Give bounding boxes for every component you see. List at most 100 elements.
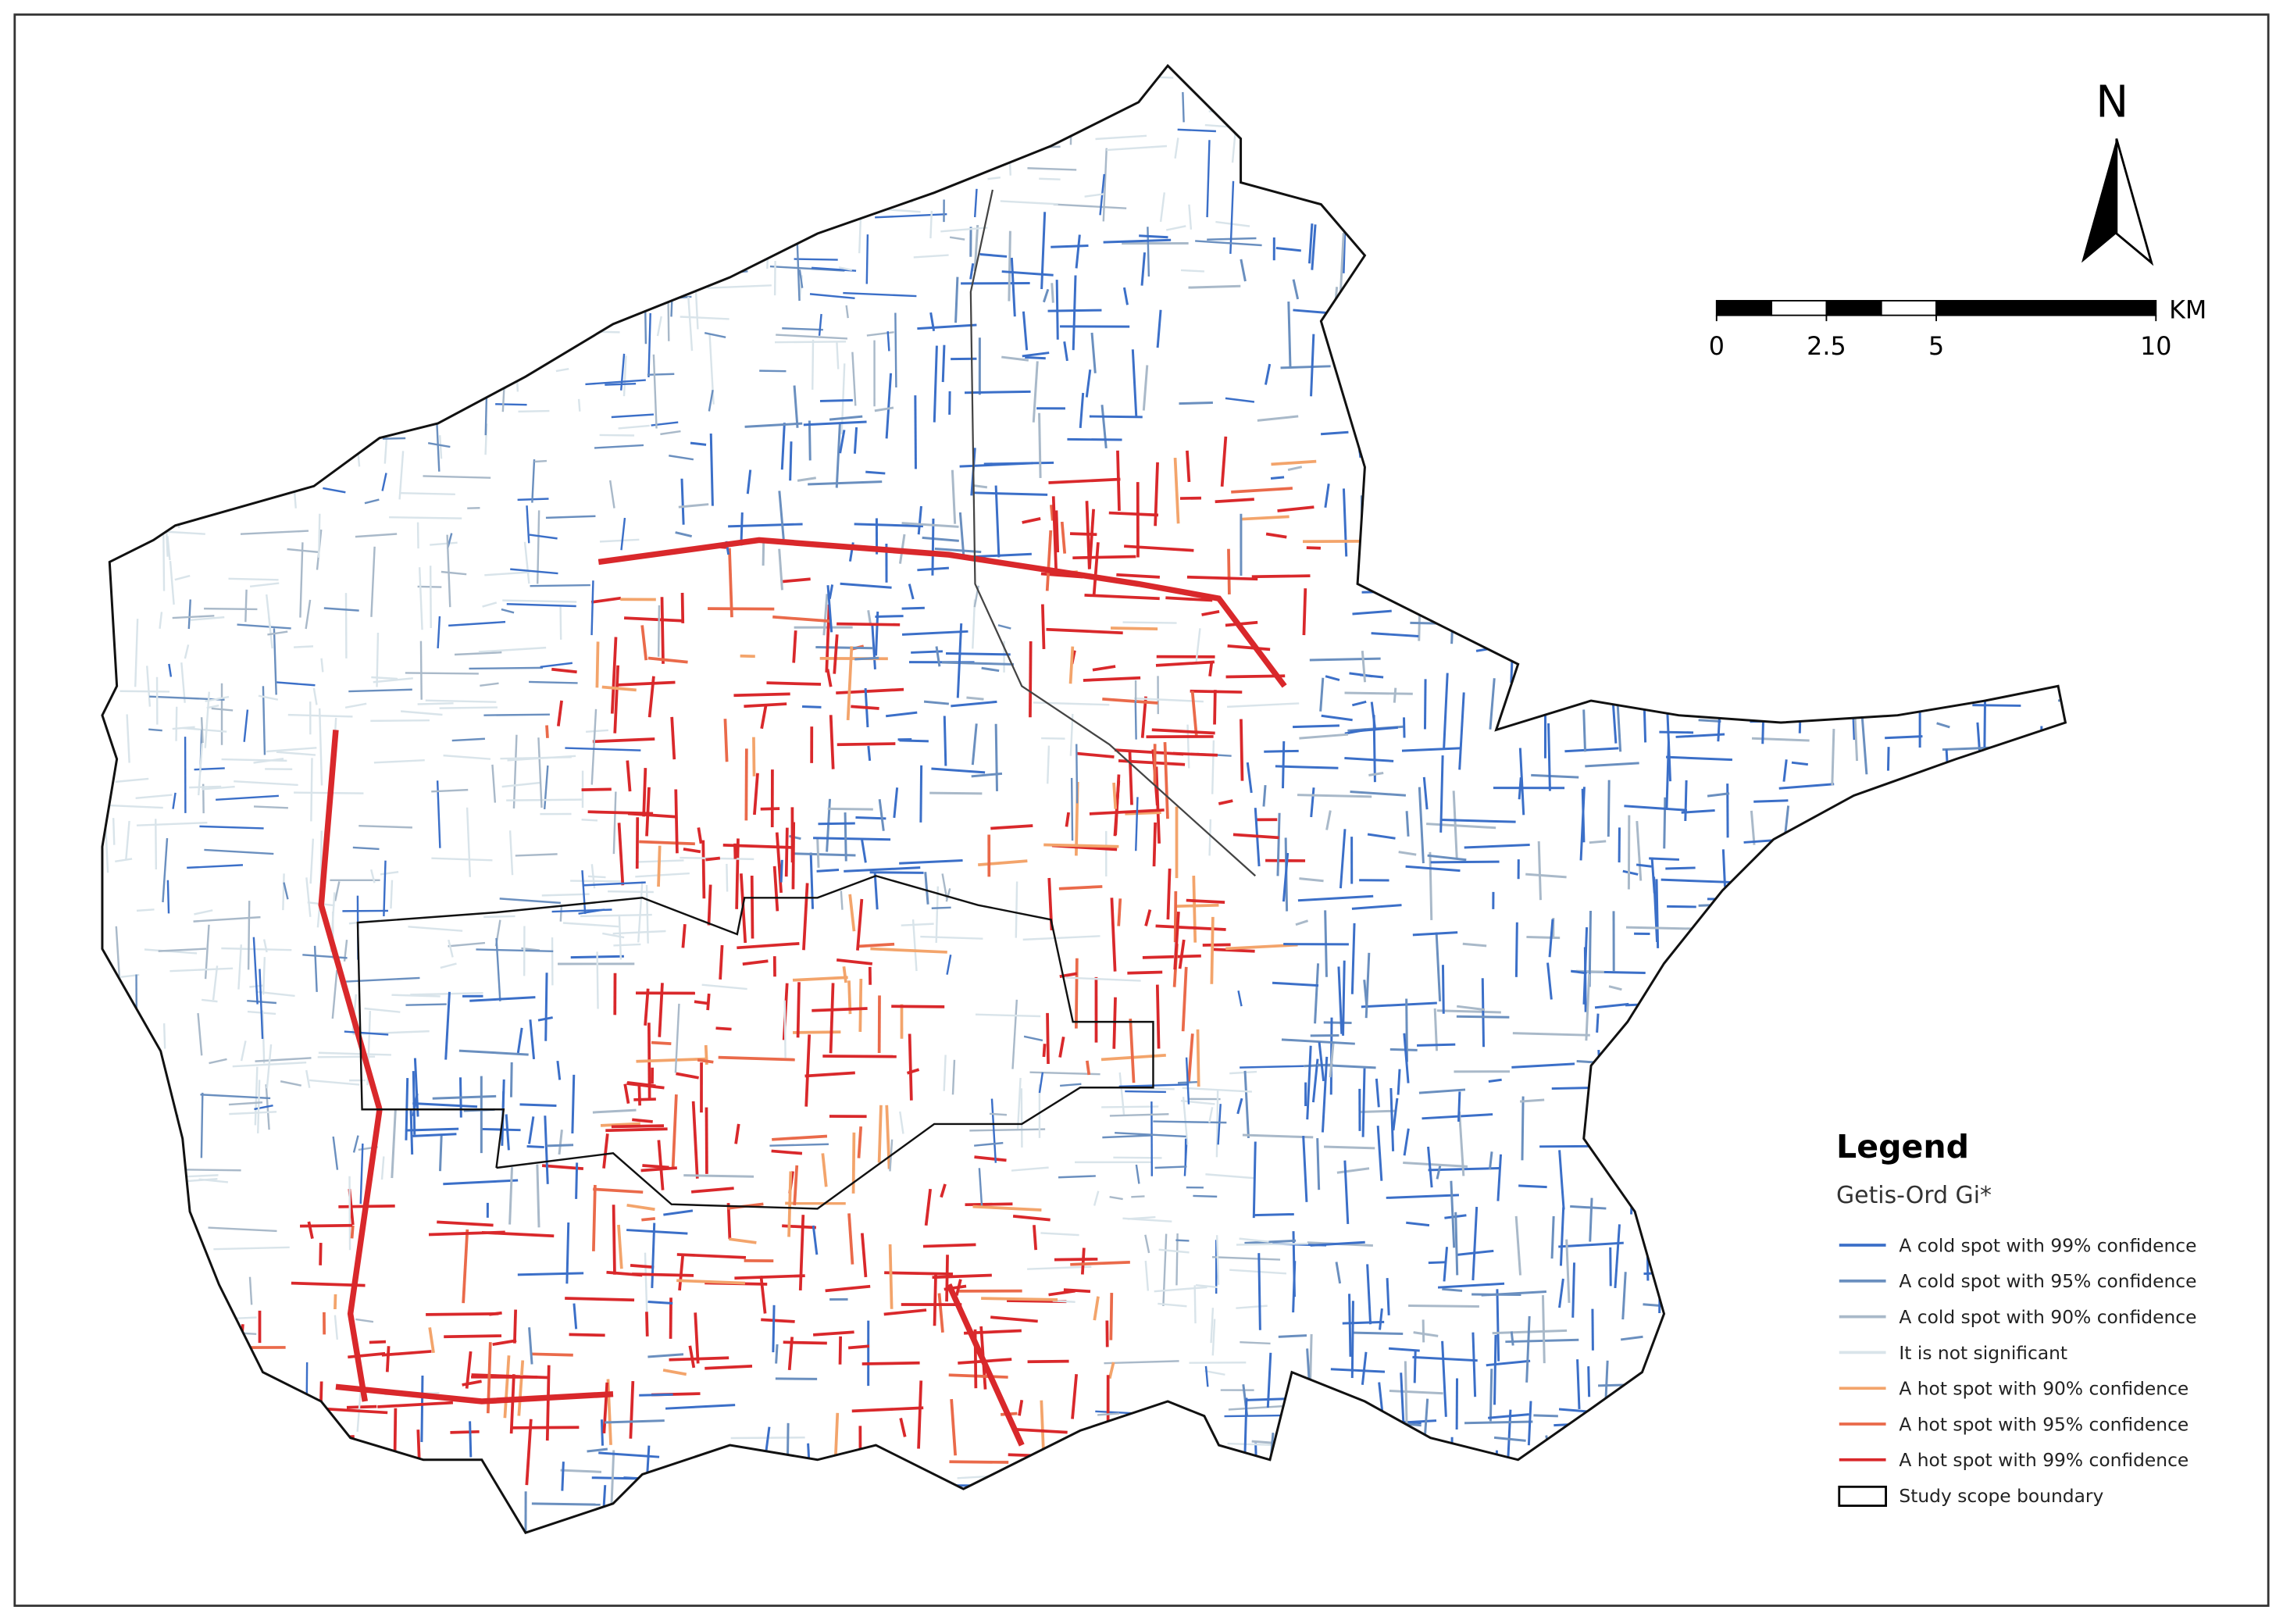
road (874, 406, 894, 412)
road (812, 1007, 868, 1012)
road (352, 846, 380, 851)
road (1046, 627, 1123, 635)
road (555, 367, 569, 373)
road (1023, 1035, 1043, 1042)
road (706, 993, 711, 1011)
road (1389, 1087, 1395, 1151)
road (334, 1294, 337, 1310)
road (182, 726, 227, 733)
road (787, 1171, 793, 1237)
road (1048, 1289, 1076, 1297)
road (313, 945, 318, 992)
road (990, 1098, 997, 1163)
road (320, 658, 324, 673)
road (772, 1134, 828, 1141)
road (726, 863, 729, 892)
road (856, 898, 864, 951)
road (543, 765, 549, 810)
legend-subtitle: Getis-Ord Gi* (1836, 1182, 1992, 1209)
road (1306, 1045, 1312, 1120)
road (1144, 1260, 1150, 1291)
road (390, 880, 394, 909)
road (945, 887, 951, 902)
road (707, 284, 772, 289)
road (1147, 227, 1150, 277)
road (929, 210, 933, 239)
road (1085, 1060, 1091, 1076)
road (359, 824, 412, 829)
road (1665, 755, 1733, 762)
road (681, 923, 687, 948)
road (484, 571, 530, 576)
road (1048, 477, 1121, 484)
road (1299, 733, 1349, 740)
road (793, 385, 799, 428)
road (966, 696, 984, 701)
road (530, 584, 590, 587)
road (644, 988, 650, 1026)
road (528, 1116, 535, 1144)
road (1182, 1087, 1252, 1093)
road (1582, 927, 1589, 1005)
road (1153, 1120, 1227, 1124)
road (1156, 309, 1162, 348)
road (840, 891, 844, 910)
road (1403, 717, 1406, 738)
road (518, 409, 550, 413)
road (1068, 646, 1075, 684)
road (663, 1209, 694, 1216)
road (346, 1404, 377, 1409)
road (894, 312, 897, 387)
road (1144, 1234, 1150, 1254)
road (1038, 412, 1042, 478)
road (901, 606, 925, 610)
road (838, 266, 853, 271)
road (1621, 1272, 1627, 1320)
road (1220, 436, 1228, 487)
road (719, 944, 724, 980)
road (690, 441, 707, 446)
road (792, 976, 848, 982)
road (545, 725, 549, 738)
road (495, 403, 527, 406)
road (1620, 1335, 1643, 1341)
road (197, 1012, 203, 1056)
road (510, 1426, 580, 1429)
road (1231, 487, 1293, 494)
road (1063, 1288, 1091, 1294)
road (613, 943, 641, 947)
road (1422, 1113, 1493, 1120)
road (1329, 1041, 1335, 1078)
road (1361, 1068, 1366, 1137)
road (529, 1019, 536, 1060)
road (348, 1351, 386, 1359)
road (940, 1183, 947, 1198)
road (883, 1308, 927, 1316)
road (951, 469, 957, 524)
road (645, 884, 649, 944)
road (674, 1003, 680, 1073)
road (418, 567, 423, 630)
road (305, 599, 312, 630)
road (1292, 1261, 1297, 1313)
road (1550, 1215, 1555, 1259)
road (705, 856, 721, 862)
road (636, 1057, 708, 1063)
road (1721, 849, 1726, 887)
road (115, 926, 121, 987)
road (334, 1315, 339, 1340)
road (1350, 923, 1356, 994)
road (545, 1365, 551, 1441)
road (380, 871, 399, 876)
road (1275, 247, 1301, 252)
road (312, 687, 318, 705)
road (1257, 1253, 1261, 1330)
road (601, 685, 637, 692)
road (1075, 958, 1079, 1029)
road (1018, 1400, 1024, 1416)
road (593, 1187, 644, 1194)
road (383, 860, 387, 917)
road (808, 420, 812, 461)
road (861, 1361, 920, 1365)
road (924, 872, 929, 905)
